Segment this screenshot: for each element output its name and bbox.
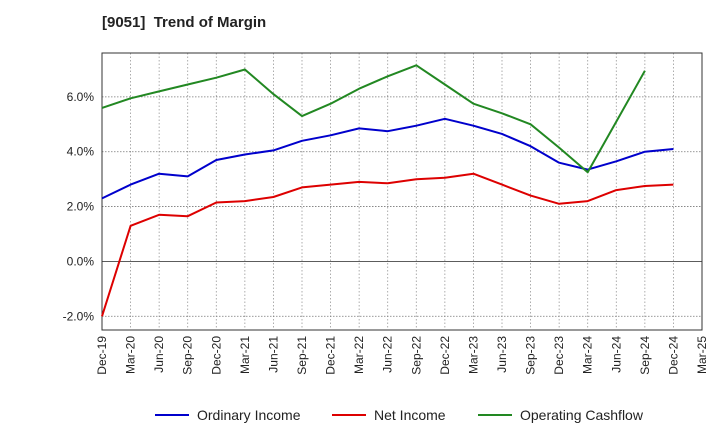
x-tick-label: Dec-21 bbox=[324, 336, 338, 375]
x-tick-label: Sep-20 bbox=[181, 336, 195, 375]
y-tick-label: 4.0% bbox=[67, 145, 95, 159]
legend-label: Net Income bbox=[374, 407, 446, 423]
series-layer bbox=[101, 64, 674, 317]
x-tick-label: Jun-22 bbox=[381, 336, 395, 373]
x-tick-label: Mar-24 bbox=[581, 336, 595, 374]
series-line-operating-cashflow bbox=[101, 64, 646, 174]
y-tick-label: 6.0% bbox=[67, 90, 95, 104]
series-line-ordinary-income bbox=[101, 117, 674, 200]
legend-item: Operating Cashflow bbox=[478, 404, 643, 426]
legend-swatch bbox=[332, 414, 366, 416]
x-tick-label: Mar-23 bbox=[466, 336, 480, 374]
x-tick-label: Mar-25 bbox=[695, 336, 709, 374]
legend-label: Operating Cashflow bbox=[520, 407, 643, 423]
y-tick-label: -2.0% bbox=[63, 309, 95, 323]
legend-item: Ordinary Income bbox=[155, 404, 300, 426]
legend-item: Net Income bbox=[332, 404, 446, 426]
legend: Ordinary Income Net Income Operating Cashf… bbox=[0, 404, 720, 426]
x-tick-label: Jun-20 bbox=[152, 336, 166, 373]
x-tick-label: Sep-23 bbox=[524, 336, 538, 375]
x-tick-label: Jun-24 bbox=[609, 336, 623, 373]
legend-swatch bbox=[478, 414, 512, 416]
x-tick-label: Dec-24 bbox=[666, 336, 680, 375]
plot-frame bbox=[101, 52, 703, 331]
y-tick-label: 0.0% bbox=[67, 254, 95, 268]
grid-layer bbox=[102, 53, 702, 330]
x-tick-label: Sep-24 bbox=[638, 336, 652, 375]
x-tick-label: Mar-22 bbox=[352, 336, 366, 374]
x-tick-label: Jun-21 bbox=[266, 336, 280, 373]
x-tick-label: Sep-22 bbox=[409, 336, 423, 375]
axis-layer: Dec-19 Mar-20 Jun-20 Sep-20 Dec-20 Mar-21 Jun-… bbox=[63, 52, 709, 375]
x-tick-label: Jun-23 bbox=[495, 336, 509, 373]
x-tick-label: Dec-19 bbox=[95, 336, 109, 375]
x-tick-label: Dec-22 bbox=[438, 336, 452, 375]
legend-label: Ordinary Income bbox=[197, 407, 301, 423]
series-line-net-income bbox=[101, 172, 674, 317]
x-tick-label: Dec-23 bbox=[552, 336, 566, 375]
legend-swatch bbox=[155, 414, 189, 416]
chart-title: [9051] Trend of Margin bbox=[102, 14, 267, 31]
x-tick-label: Sep-21 bbox=[295, 336, 309, 375]
x-tick-label: Dec-20 bbox=[209, 336, 223, 375]
x-tick-label: Mar-20 bbox=[124, 336, 138, 374]
x-tick-label: Mar-21 bbox=[238, 336, 252, 374]
y-tick-label: 2.0% bbox=[67, 200, 95, 214]
